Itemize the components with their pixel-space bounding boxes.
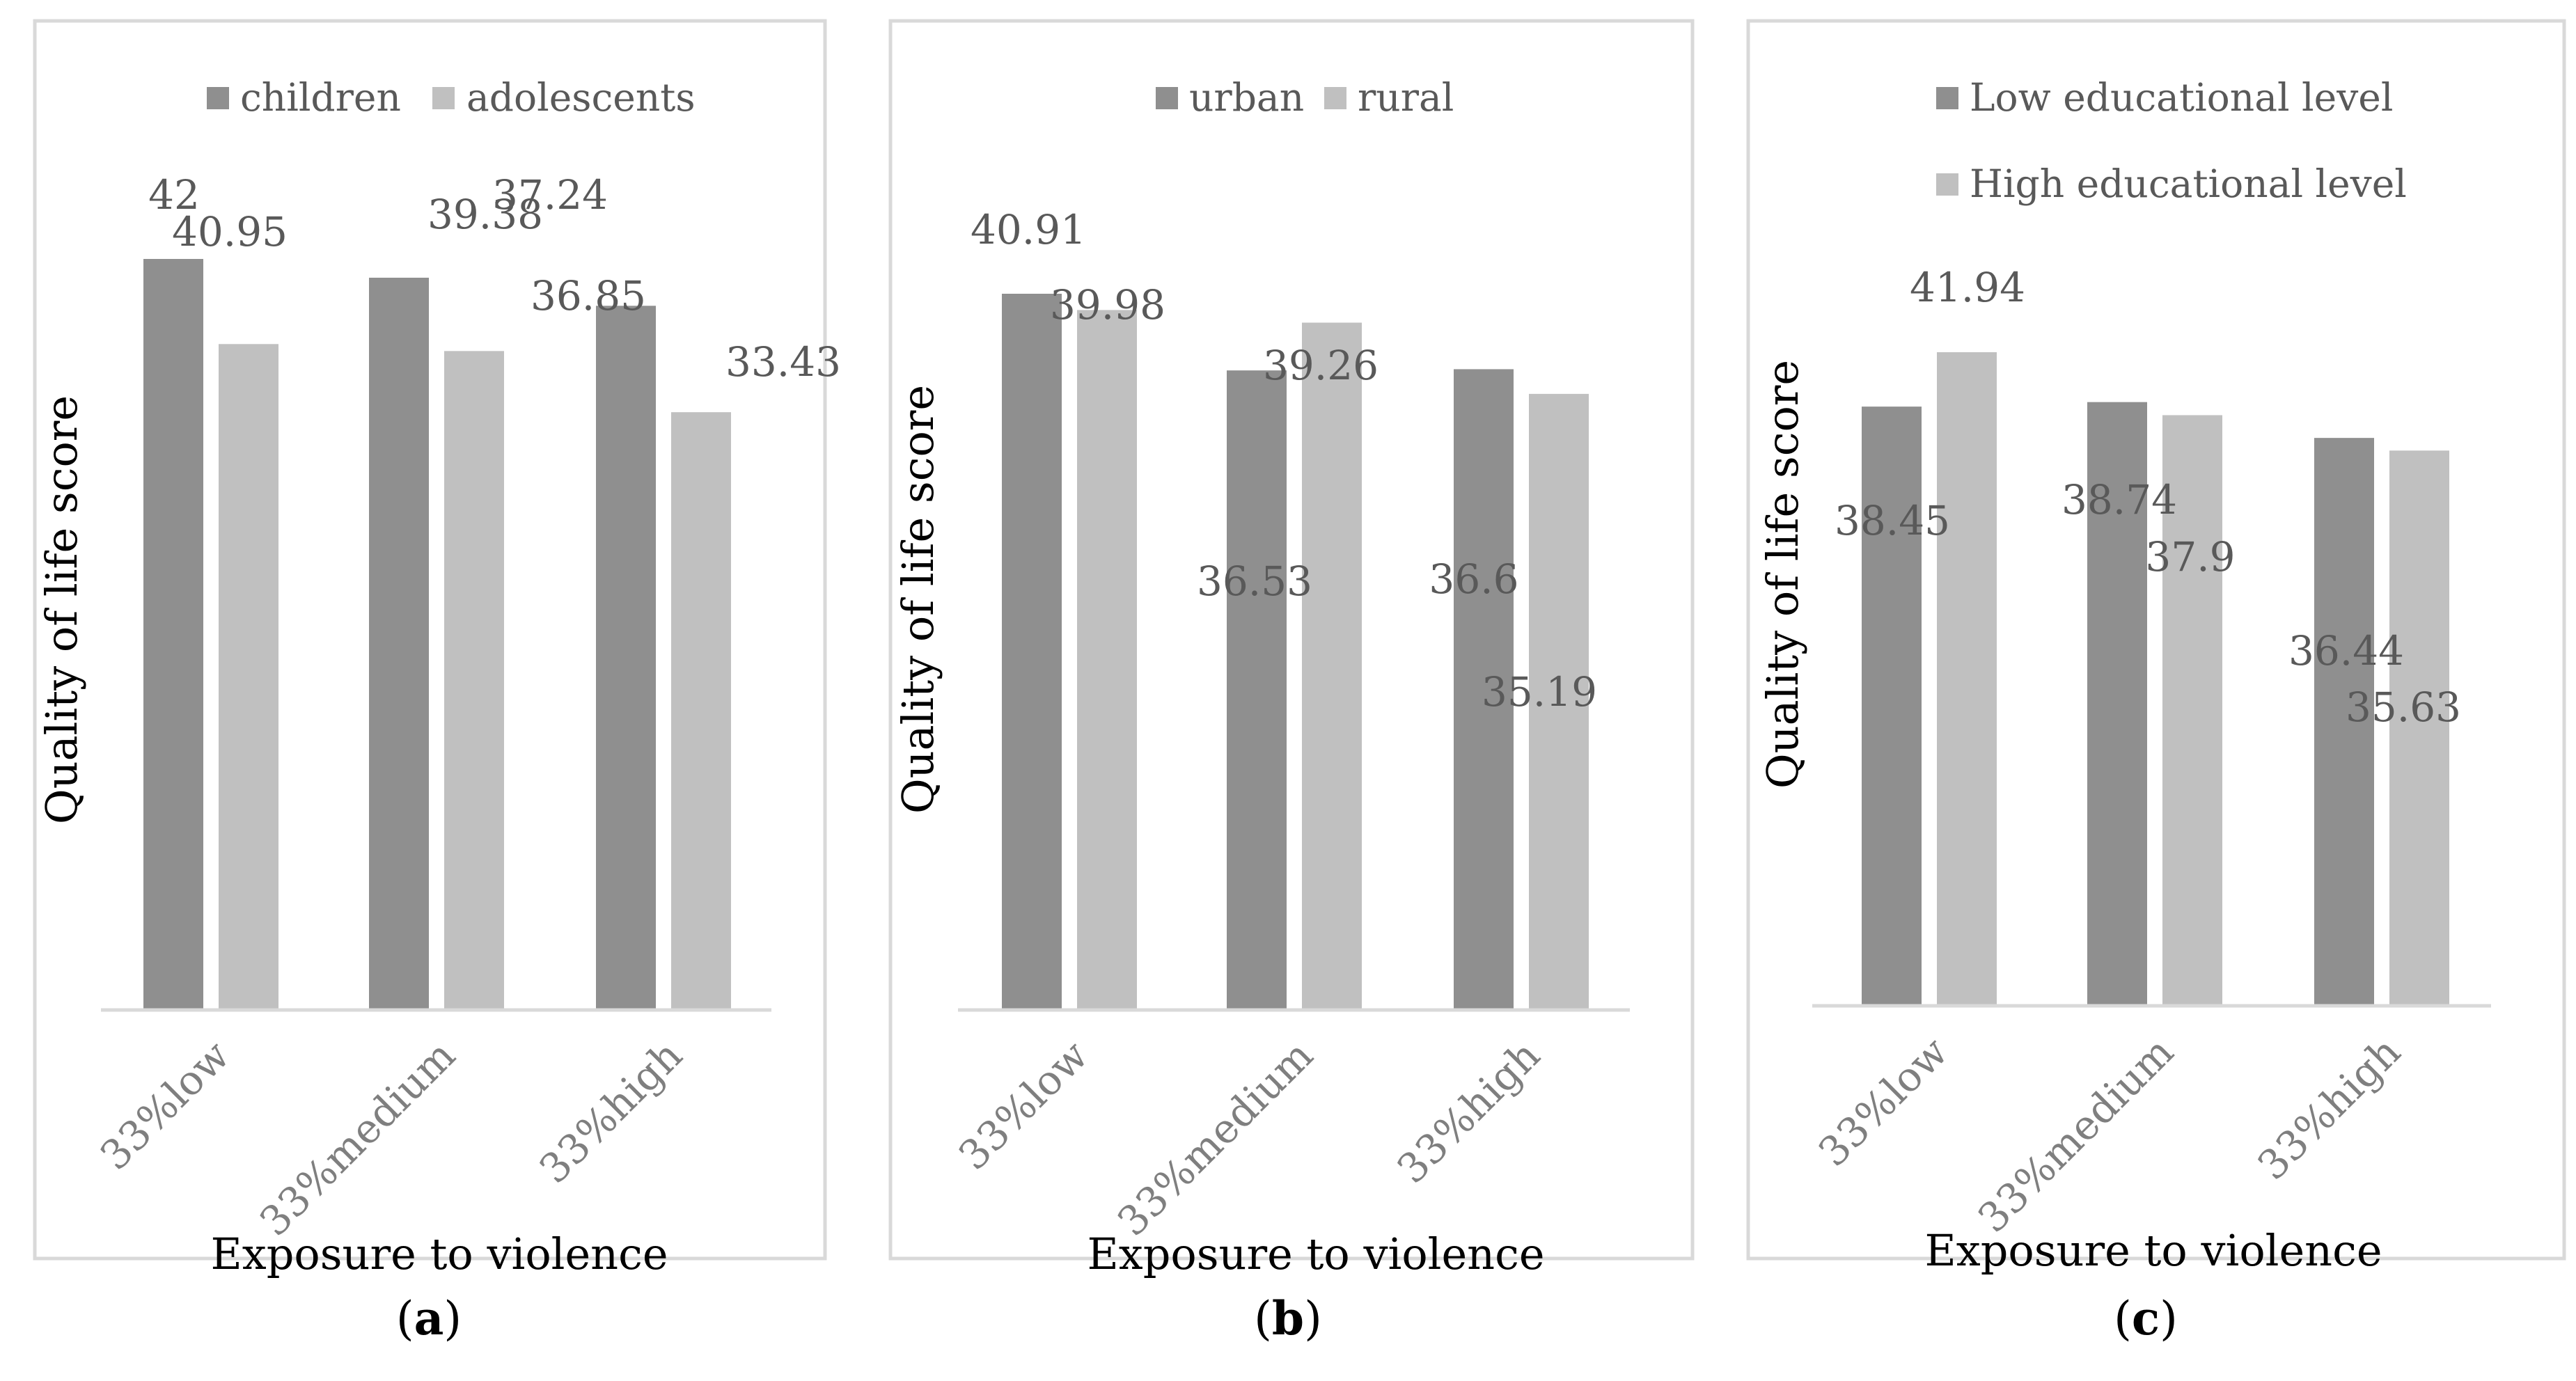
category-tick-label: 33%low xyxy=(950,1032,1097,1179)
value-label: 40.91 xyxy=(971,206,1086,253)
bar-children-3 xyxy=(596,306,656,1010)
bar-high-educational-level-1 xyxy=(1937,352,1997,1006)
legend-label-2: rural xyxy=(1358,75,1454,120)
bar-adolescents-3 xyxy=(671,412,731,1010)
category-tick-label: 33%high xyxy=(530,1032,691,1192)
legend-swatch-1 xyxy=(1156,87,1178,109)
chart-panel-c: Low educational level High educational le… xyxy=(1746,19,2566,1346)
bar-low-educational-level-3 xyxy=(2314,438,2374,1006)
legend-swatch-1 xyxy=(1936,87,1958,109)
bar-urban-3 xyxy=(1454,369,1514,1010)
value-label: 40.95 xyxy=(172,208,288,255)
y-axis-title: Quality of life score xyxy=(36,395,87,824)
panel-label: (a) xyxy=(396,1291,462,1346)
value-label: 36.53 xyxy=(1197,558,1312,605)
bar-rural-3 xyxy=(1529,393,1589,1010)
legend-label-2: adolescents xyxy=(466,75,696,120)
bar-adolescents-1 xyxy=(219,344,278,1011)
bar-low-educational-level-2 xyxy=(2087,402,2147,1006)
bar-high-educational-level-3 xyxy=(2389,450,2449,1006)
value-label: 38.74 xyxy=(2061,476,2177,523)
value-label: 36.85 xyxy=(531,272,646,319)
panel-label: (b) xyxy=(1254,1291,1322,1346)
bar-low-educational-level-1 xyxy=(1862,407,1922,1006)
x-axis-title: Exposure to violence xyxy=(1087,1229,1544,1279)
category-tick-label: 33%medium xyxy=(1969,1028,2183,1242)
chart-frame xyxy=(1746,19,2566,1261)
legend-swatch-2 xyxy=(1324,87,1346,109)
bar-urban-1 xyxy=(1002,294,1062,1010)
bar-rural-2 xyxy=(1302,322,1362,1010)
panel-letter: c xyxy=(2132,1291,2160,1346)
legend-label-1: urban xyxy=(1189,75,1304,120)
bar-children-1 xyxy=(143,259,203,1010)
bar-high-educational-level-2 xyxy=(2162,415,2222,1006)
value-label: 42 xyxy=(148,171,200,219)
category-tick-label: 33%low xyxy=(91,1032,239,1179)
chart-panel-b: urban rural 40.91 36.53 36.6 39.98 39.26 35.19 3… xyxy=(888,19,1695,1346)
value-label: 35.63 xyxy=(2346,684,2461,731)
x-axis-title: Exposure to violence xyxy=(210,1229,668,1279)
value-label: 39.26 xyxy=(1263,342,1379,389)
value-label: 38.45 xyxy=(1835,497,1950,544)
legend-label-1: Low educational level xyxy=(1970,75,2393,120)
bar-rural-1 xyxy=(1077,310,1137,1010)
y-axis-title: Quality of life score xyxy=(893,385,943,814)
legend-label-2: High educational level xyxy=(1970,161,2407,206)
x-axis-title: Exposure to violence xyxy=(1924,1225,2382,1276)
value-label: 33.43 xyxy=(725,338,841,386)
chart-frame xyxy=(888,19,1695,1261)
legend-label-1: children xyxy=(240,75,401,120)
category-tick-label: 33%medium xyxy=(251,1032,464,1245)
bar-urban-2 xyxy=(1227,370,1287,1010)
panel-label: (c) xyxy=(2114,1291,2178,1346)
bar-adolescents-2 xyxy=(444,351,504,1011)
category-tick-label: 33%medium xyxy=(1108,1032,1322,1245)
y-axis-title: Quality of life score xyxy=(1757,360,1808,789)
value-label: 39.38 xyxy=(427,191,543,238)
legend-swatch-1 xyxy=(207,87,229,109)
value-label: 35.19 xyxy=(1482,668,1597,716)
value-label: 41.94 xyxy=(1910,264,2025,311)
category-tick-label: 33%low xyxy=(1809,1028,1957,1176)
legend-swatch-2 xyxy=(432,87,455,109)
legend-swatch-2 xyxy=(1936,173,1958,196)
value-label: 36.44 xyxy=(2288,627,2404,674)
chart-frame xyxy=(33,19,827,1261)
panel-letter: b xyxy=(1272,1291,1304,1346)
category-tick-label: 33%high xyxy=(2248,1028,2409,1189)
value-label: 37.24 xyxy=(492,171,608,219)
bar-children-2 xyxy=(369,277,429,1011)
panel-letter: a xyxy=(414,1291,444,1346)
category-tick-label: 33%high xyxy=(1388,1032,1548,1192)
value-label: 39.98 xyxy=(1050,281,1165,329)
value-label: 36.6 xyxy=(1429,555,1518,603)
value-label: 37.9 xyxy=(2145,533,2235,581)
